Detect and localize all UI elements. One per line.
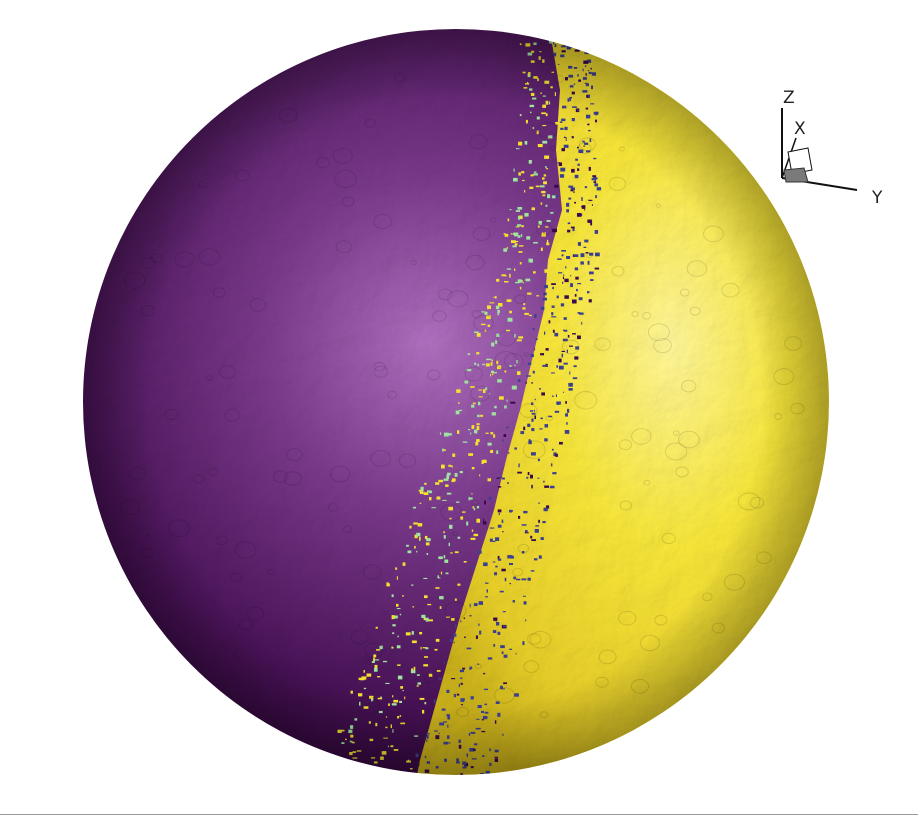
triad-cube-shadow bbox=[783, 167, 809, 183]
terminator-speckle bbox=[361, 767, 364, 771]
limb-shading bbox=[83, 29, 829, 775]
terminator-speckle bbox=[421, 776, 425, 777]
x-axis-label: X bbox=[794, 119, 806, 139]
terminator-speckle bbox=[336, 772, 339, 775]
frame-border bbox=[0, 814, 918, 815]
terminator-speckle bbox=[335, 768, 340, 771]
triad-cube-face bbox=[787, 147, 813, 175]
terminator-speckle bbox=[583, 48, 586, 52]
y-axis-label: Y bbox=[871, 188, 883, 208]
terminator-speckle bbox=[561, 42, 564, 44]
terminator-speckle bbox=[322, 768, 327, 771]
terminator-speckle bbox=[455, 778, 457, 780]
terminator-speckle bbox=[451, 776, 455, 779]
terminator-speckle bbox=[338, 764, 340, 768]
z-axis-label: Z bbox=[783, 88, 795, 108]
terminator-speckle bbox=[354, 777, 356, 780]
terminator-speckle bbox=[352, 778, 353, 780]
sphere bbox=[83, 29, 829, 780]
axis-triad: Z X Y bbox=[781, 88, 883, 208]
terminator-speckle bbox=[366, 766, 371, 769]
